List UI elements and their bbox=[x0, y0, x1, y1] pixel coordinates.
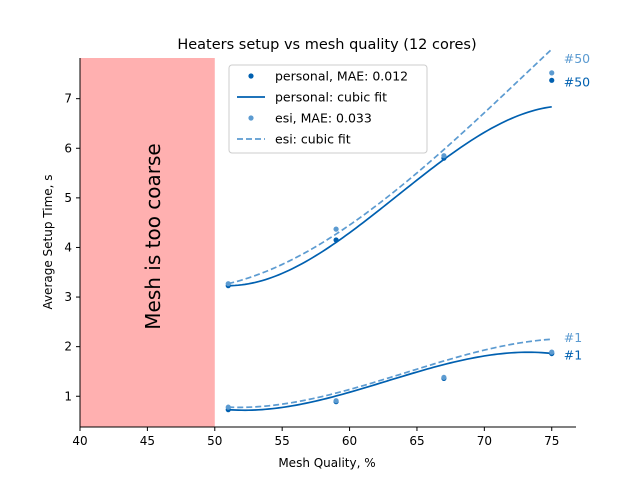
y-tick-label-4: 4 bbox=[64, 240, 72, 254]
data-points-layer bbox=[225, 70, 555, 413]
legend-label-esi: esi, MAE: 0.033 bbox=[275, 111, 372, 126]
legend-box bbox=[228, 64, 428, 154]
esi-point-group-50-x67 bbox=[441, 153, 447, 159]
y-tick-label-5: 5 bbox=[64, 191, 72, 205]
legend: personal, MAE: 0.012 personal: cubic fit e… bbox=[228, 64, 428, 154]
y-tick-label-3: 3 bbox=[64, 290, 72, 304]
esi-fit-line-group-50 bbox=[228, 48, 553, 285]
chart-title: Heaters setup vs mesh quality (12 cores) bbox=[177, 37, 476, 53]
fit-lines-layer bbox=[228, 48, 553, 412]
esi-point-group-50-x59 bbox=[333, 226, 339, 232]
legend-label-personal-fit: personal: cubic fit bbox=[275, 90, 387, 105]
legend-marker-personal bbox=[248, 73, 254, 79]
annotations-layer: #50 #50 #1 #1 bbox=[564, 51, 590, 363]
annotation-personal-group-1: #1 bbox=[564, 348, 582, 363]
y-tick-label-2: 2 bbox=[64, 340, 72, 354]
x-tick-label-50: 50 bbox=[207, 434, 222, 448]
coarse-region bbox=[80, 58, 215, 427]
legend-marker-esi bbox=[248, 115, 254, 121]
x-tick-label-60: 60 bbox=[342, 434, 357, 448]
x-tick-label-55: 55 bbox=[275, 434, 290, 448]
annotation-esi-group-1: #1 bbox=[564, 330, 582, 345]
x-tick-label-40: 40 bbox=[72, 434, 87, 448]
annotation-esi-group-50: #50 bbox=[564, 51, 590, 66]
region-layer: Mesh is too coarse bbox=[80, 58, 215, 427]
x-tick-label-75: 75 bbox=[544, 434, 559, 448]
coarse-region-label: Mesh is too coarse bbox=[141, 143, 165, 329]
x-tick-label-45: 45 bbox=[140, 434, 155, 448]
personal-fit-line-group-1 bbox=[228, 351, 552, 412]
x-axis-label: Mesh Quality, % bbox=[278, 456, 375, 470]
esi-point-group-1-x75 bbox=[549, 349, 555, 355]
personal-fit-line-group-50 bbox=[228, 105, 552, 287]
esi-point-group-50-x75 bbox=[549, 70, 555, 76]
y-axis-label: Average Setup Time, s bbox=[41, 174, 55, 309]
y-tick-label-6: 6 bbox=[64, 141, 72, 155]
personal-point-group-50-x75 bbox=[549, 77, 555, 83]
y-tick-label-1: 1 bbox=[64, 389, 72, 403]
esi-point-group-1-x51 bbox=[225, 404, 231, 410]
x-tick-label-70: 70 bbox=[477, 434, 492, 448]
esi-fit-line-group-1 bbox=[228, 338, 552, 409]
legend-label-esi-fit: esi: cubic fit bbox=[275, 132, 351, 147]
esi-point-group-50-x51 bbox=[225, 281, 231, 287]
esi-point-group-1-x59 bbox=[333, 398, 339, 404]
annotation-personal-group-50: #50 bbox=[564, 74, 590, 89]
esi-point-group-1-x67 bbox=[441, 374, 447, 381]
personal-point-group-50-x59 bbox=[333, 237, 339, 243]
legend-label-personal: personal, MAE: 0.012 bbox=[275, 69, 408, 84]
y-tick-label-7: 7 bbox=[64, 92, 72, 106]
x-tick-label-65: 65 bbox=[409, 434, 424, 448]
